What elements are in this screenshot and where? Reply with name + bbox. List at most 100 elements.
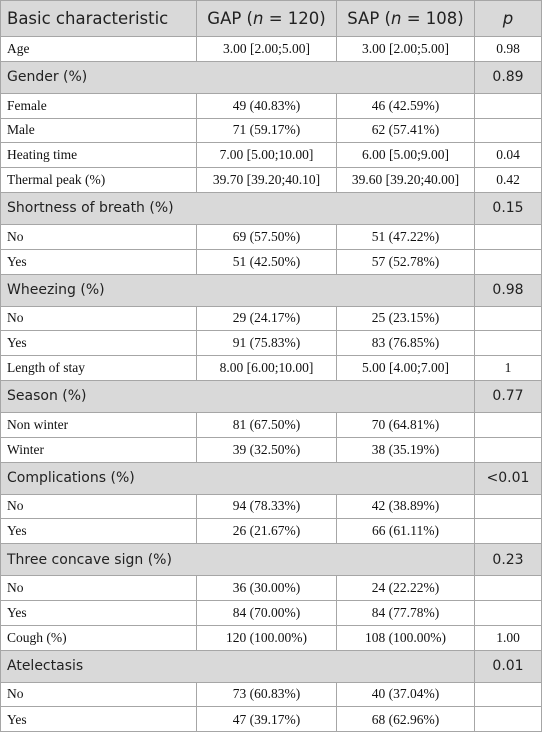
p-cell bbox=[475, 250, 541, 274]
section-row: Complications (%) <0.01 bbox=[1, 462, 541, 495]
gap-cell-text: 26 (21.67%) bbox=[232, 523, 301, 539]
sap-cell: 3.00 [2.00;5.00] bbox=[337, 37, 475, 61]
gap-cell-text: 29 (24.17%) bbox=[232, 310, 301, 326]
p-cell-text: 0.42 bbox=[496, 172, 520, 188]
p-cell bbox=[475, 576, 541, 600]
gap-cell: 120 (100.00%) bbox=[197, 625, 337, 650]
data-row: Yes 84 (70.00%) 84 (77.78%) bbox=[1, 600, 541, 626]
p-cell bbox=[475, 225, 541, 249]
data-row: Cough (%) 120 (100.00%) 108 (100.00%) 1.00 bbox=[1, 625, 541, 651]
data-row: Non winter 81 (67.50%) 70 (64.81%) bbox=[1, 412, 541, 438]
gap-cell: 36 (30.00%) bbox=[197, 576, 337, 600]
label-cell: Male bbox=[1, 118, 197, 143]
p-cell: 0.98 bbox=[475, 37, 541, 61]
section-row: Season (%) 0.77 bbox=[1, 380, 541, 413]
gap-cell-text: 94 (78.33%) bbox=[232, 498, 301, 514]
sap-cell-text: 3.00 [2.00;5.00] bbox=[362, 40, 449, 56]
gap-cell-text: 39.70 [39.20;40.10] bbox=[212, 172, 321, 188]
data-row: Length of stay 8.00 [6.00;10.00] 5.00 [4.0… bbox=[1, 356, 541, 381]
p-cell: 0.42 bbox=[475, 168, 541, 192]
data-row: No 73 (60.83%) 40 (37.04%) bbox=[1, 682, 541, 708]
gap-cell-text: 120 (100.00%) bbox=[226, 629, 307, 645]
p-cell-text: 0.23 bbox=[492, 551, 524, 568]
sap-cell: 5.00 [4.00;7.00] bbox=[337, 356, 475, 380]
sap-cell-text: 51 (47.22%) bbox=[371, 228, 440, 244]
data-row: Heating time 7.00 [5.00;10.00] 6.00 [5.00;… bbox=[1, 143, 541, 169]
data-row: Yes 91 (75.83%) 83 (76.85%) bbox=[1, 331, 541, 357]
sap-cell: 57 (52.78%) bbox=[337, 249, 475, 274]
header-row: Basic characteristic GAP (n = 120) SAP (… bbox=[1, 1, 541, 37]
data-row: Yes 26 (21.67%) 66 (61.11%) bbox=[1, 519, 541, 545]
gap-cell-text: 91 (75.83%) bbox=[232, 335, 301, 351]
sap-cell: 25 (23.15%) bbox=[337, 306, 475, 331]
p-cell bbox=[475, 413, 541, 437]
label-cell: Thermal peak (%) bbox=[1, 168, 197, 192]
label-cell-text: Female bbox=[7, 97, 47, 113]
p-cell: <0.01 bbox=[475, 463, 541, 494]
p-cell: 0.89 bbox=[475, 62, 541, 93]
sap-cell-text: 62 (57.41%) bbox=[371, 122, 440, 138]
gap-cell: 26 (21.67%) bbox=[197, 519, 337, 544]
gap-cell: 39.70 [39.20;40.10] bbox=[197, 168, 337, 192]
sap-cell-text: 83 (76.85%) bbox=[371, 335, 440, 351]
label-cell: Yes bbox=[1, 331, 197, 356]
data-row: Thermal peak (%) 39.70 [39.20;40.10] 39.60… bbox=[1, 168, 541, 193]
gap-cell-text: 47 (39.17%) bbox=[232, 711, 301, 727]
section-cell-text: Three concave sign (%) bbox=[7, 551, 172, 568]
data-row: No 36 (30.00%) 24 (22.22%) bbox=[1, 576, 541, 601]
gap-cell-text: 71 (59.17%) bbox=[232, 122, 301, 138]
data-row: No 29 (24.17%) 25 (23.15%) bbox=[1, 306, 541, 332]
sap-cell: 83 (76.85%) bbox=[337, 331, 475, 356]
gap-cell-text: 3.00 [2.00;5.00] bbox=[223, 40, 310, 56]
sap-cell: 66 (61.11%) bbox=[337, 519, 475, 544]
data-row: Female 49 (40.83%) 46 (42.59%) bbox=[1, 93, 541, 119]
p-cell bbox=[475, 683, 541, 707]
label-cell-text: No bbox=[7, 228, 24, 244]
p-cell: 0.77 bbox=[475, 381, 541, 412]
p-cell bbox=[475, 119, 541, 143]
data-row: Male 71 (59.17%) 62 (57.41%) bbox=[1, 118, 541, 144]
p-cell: 0.23 bbox=[475, 544, 541, 575]
data-row: Yes 51 (42.50%) 57 (52.78%) bbox=[1, 249, 541, 275]
sap-cell: 24 (22.22%) bbox=[337, 576, 475, 600]
section-row: Wheezing (%) 0.98 bbox=[1, 274, 541, 307]
sap-cell: 68 (62.96%) bbox=[337, 707, 475, 731]
sap-cell-text: 84 (77.78%) bbox=[371, 604, 440, 620]
label-cell-text: No bbox=[7, 310, 24, 326]
sap-cell-text: 40 (37.04%) bbox=[371, 686, 440, 702]
label-cell-text: Yes bbox=[7, 523, 27, 539]
section-cell: Atelectasis bbox=[1, 650, 475, 682]
p-cell: 1 bbox=[475, 356, 541, 380]
sap-cell: 51 (47.22%) bbox=[337, 224, 475, 249]
p-cell-text: 1.00 bbox=[496, 629, 520, 645]
section-cell-text: Shortness of breath (%) bbox=[7, 200, 174, 217]
p-cell bbox=[475, 94, 541, 118]
sap-cell-text: 108 (100.00%) bbox=[365, 629, 446, 645]
label-cell: No bbox=[1, 576, 197, 600]
label-cell: Yes bbox=[1, 249, 197, 274]
label-cell-text: Male bbox=[7, 122, 35, 138]
label-cell: Age bbox=[1, 37, 197, 61]
data-row: Yes 47 (39.17%) 68 (62.96%) bbox=[1, 707, 541, 731]
p-cell: 0.15 bbox=[475, 193, 541, 224]
header-text: n bbox=[390, 9, 402, 28]
section-cell: Shortness of breath (%) bbox=[1, 192, 475, 224]
gap-cell-text: 8.00 [6.00;10.00] bbox=[219, 360, 314, 376]
data-row: Age 3.00 [2.00;5.00] 3.00 [2.00;5.00] 0.98 bbox=[1, 37, 541, 62]
label-cell-text: Cough (%) bbox=[7, 629, 67, 645]
sap-cell: 84 (77.78%) bbox=[337, 600, 475, 625]
header-cell: Basic characteristic bbox=[1, 1, 197, 36]
section-row: Gender (%) 0.89 bbox=[1, 61, 541, 94]
sap-cell-text: 39.60 [39.20;40.00] bbox=[351, 172, 460, 188]
sap-cell-text: 25 (23.15%) bbox=[371, 310, 440, 326]
sap-cell: 38 (35.19%) bbox=[337, 437, 475, 462]
header-text: SAP ( bbox=[347, 9, 391, 28]
gap-cell-text: 84 (70.00%) bbox=[232, 604, 301, 620]
gap-cell-text: 39 (32.50%) bbox=[232, 441, 301, 457]
p-cell bbox=[475, 601, 541, 625]
sap-cell: 39.60 [39.20;40.00] bbox=[337, 168, 475, 192]
sap-cell: 46 (42.59%) bbox=[337, 93, 475, 118]
gap-cell: 73 (60.83%) bbox=[197, 682, 337, 707]
header-text: = 120) bbox=[263, 9, 326, 28]
header-text: = 108) bbox=[401, 9, 464, 28]
